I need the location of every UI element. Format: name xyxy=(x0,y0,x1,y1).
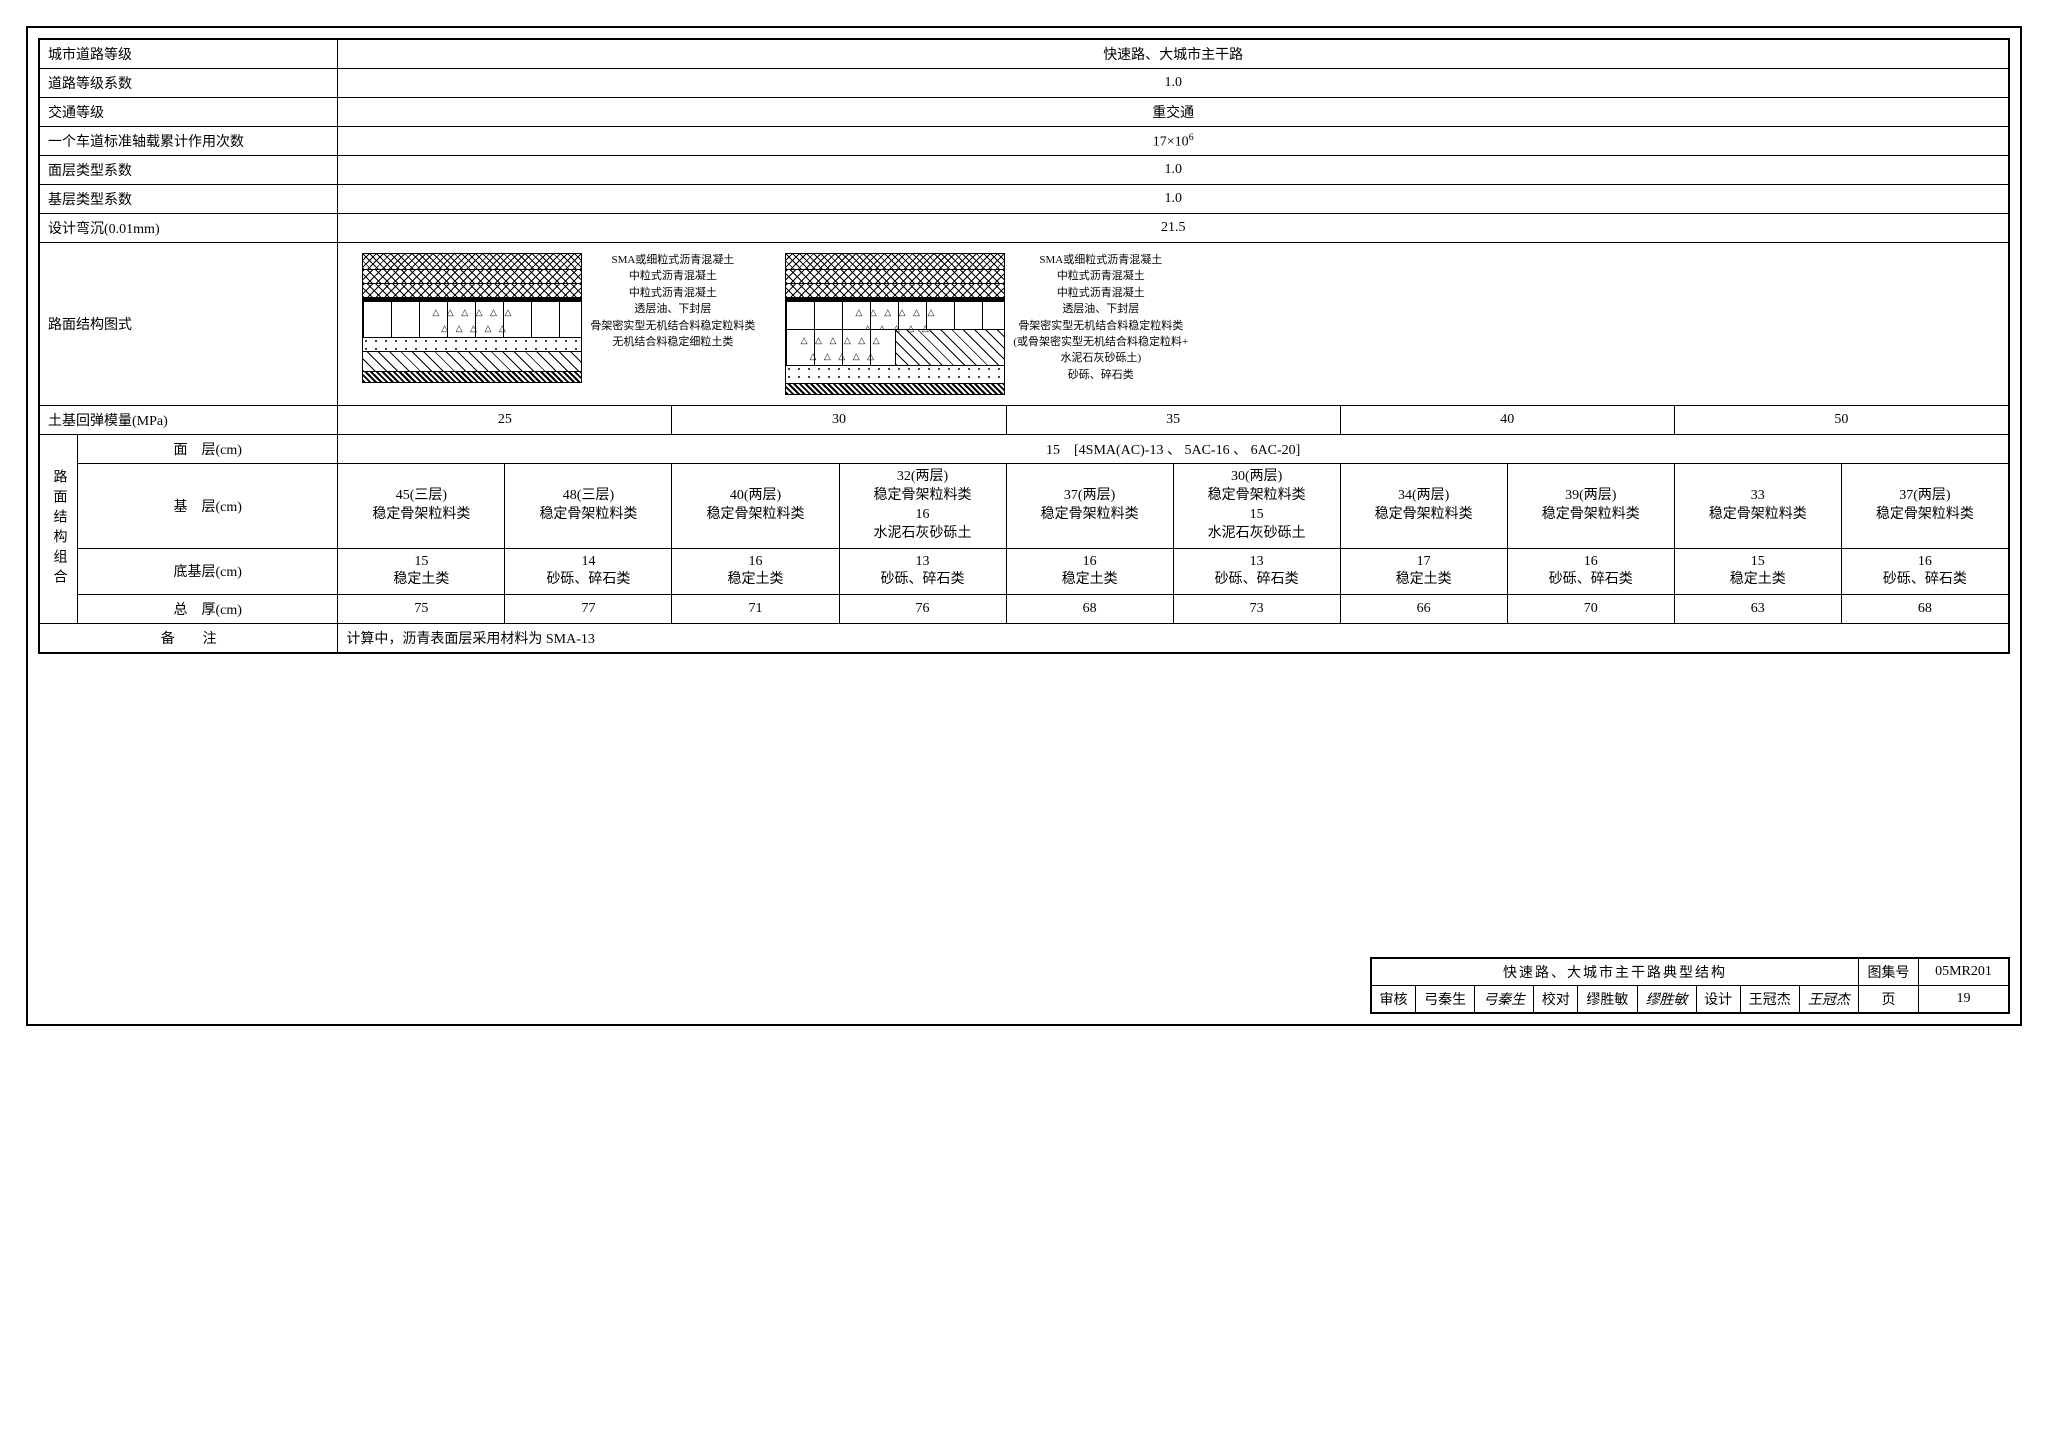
base-cell: 32(两层)稳定骨架粒料类16水泥石灰砂砾土 xyxy=(839,464,1006,549)
review-label: 审核 xyxy=(1372,986,1416,1013)
drawing-title: 快速路、大城市主干路典型结构 xyxy=(1372,959,1859,986)
design-label: 设计 xyxy=(1696,986,1740,1013)
diagram-cell: SMA或细粒式沥青混凝土中粒式沥青混凝土中粒式沥青混凝土透层油、下封层骨架密实型… xyxy=(338,243,2009,406)
base-cell: 48(三层)稳定骨架粒料类 xyxy=(505,464,672,549)
total-label: 总 厚(cm) xyxy=(78,595,338,624)
modulus-val: 30 xyxy=(672,406,1006,435)
total-cell: 68 xyxy=(1841,595,2008,624)
row-label: 道路等级系数 xyxy=(40,69,338,98)
design-sig: 王冠杰 xyxy=(1799,986,1858,1013)
subbase-cell: 15稳定土类 xyxy=(338,548,505,595)
row-label: 基层类型系数 xyxy=(40,185,338,214)
subbase-cell: 13砂砾、碎石类 xyxy=(1173,548,1340,595)
row-label: 城市道路等级 xyxy=(40,40,338,69)
remark-value: 计算中，沥青表面层采用材料为 SMA-13 xyxy=(338,624,2009,653)
modulus-val: 50 xyxy=(1674,406,2008,435)
structure-vlabel: 路面结构组合 xyxy=(40,435,78,624)
page-label: 页 xyxy=(1859,986,1919,1013)
total-cell: 75 xyxy=(338,595,505,624)
subbase-cell: 16稳定土类 xyxy=(672,548,839,595)
modulus-label: 土基回弹模量(MPa) xyxy=(40,406,338,435)
row-label: 交通等级 xyxy=(40,98,338,127)
total-cell: 63 xyxy=(1674,595,1841,624)
subbase-cell: 13砂砾、碎石类 xyxy=(839,548,1006,595)
total-cell: 73 xyxy=(1173,595,1340,624)
row-label: 一个车道标准轴载累计作用次数 xyxy=(40,127,338,156)
row-value: 21.5 xyxy=(338,214,2009,243)
atlas-no: 05MR201 xyxy=(1919,959,2009,986)
base-cell: 34(两层)稳定骨架粒料类 xyxy=(1340,464,1507,549)
base-cell: 39(两层)稳定骨架粒料类 xyxy=(1507,464,1674,549)
subbase-cell: 14砂砾、碎石类 xyxy=(505,548,672,595)
base-cell: 37(两层)稳定骨架粒料类 xyxy=(1841,464,2008,549)
diagram-row-label: 路面结构图式 xyxy=(40,243,338,406)
row-label: 设计弯沉(0.01mm) xyxy=(40,214,338,243)
row-value: 重交通 xyxy=(338,98,2009,127)
modulus-val: 35 xyxy=(1006,406,1340,435)
modulus-val: 25 xyxy=(338,406,672,435)
cross-section-1: SMA或细粒式沥青混凝土中粒式沥青混凝土中粒式沥青混凝土透层油、下封层骨架密实型… xyxy=(362,253,755,395)
base-cell: 40(两层)稳定骨架粒料类 xyxy=(672,464,839,549)
surface-label: 面 层(cm) xyxy=(78,435,338,464)
subbase-cell: 16砂砾、碎石类 xyxy=(1507,548,1674,595)
subbase-cell: 17稳定土类 xyxy=(1340,548,1507,595)
remark-label: 备 注 xyxy=(40,624,338,653)
total-cell: 70 xyxy=(1507,595,1674,624)
review-sig: 弓秦生 xyxy=(1475,986,1534,1013)
base-label: 基 层(cm) xyxy=(78,464,338,549)
row-label: 面层类型系数 xyxy=(40,156,338,185)
row-value: 17×106 xyxy=(338,127,2009,156)
page-no: 19 xyxy=(1919,986,2009,1013)
surface-value: 15 [4SMA(AC)-13 、 5AC-16 、 6AC-20] xyxy=(338,435,2009,464)
row-value: 1.0 xyxy=(338,69,2009,98)
drawing-sheet: 城市道路等级 快速路、大城市主干路 道路等级系数 1.0 交通等级 重交通 一个… xyxy=(26,26,2022,1026)
atlas-label: 图集号 xyxy=(1859,959,1919,986)
row-value: 快速路、大城市主干路 xyxy=(338,40,2009,69)
total-cell: 76 xyxy=(839,595,1006,624)
subbase-cell: 15稳定土类 xyxy=(1674,548,1841,595)
total-cell: 68 xyxy=(1006,595,1173,624)
row-value: 1.0 xyxy=(338,185,2009,214)
check-label: 校对 xyxy=(1534,986,1578,1013)
spec-table: 城市道路等级 快速路、大城市主干路 道路等级系数 1.0 交通等级 重交通 一个… xyxy=(39,39,2009,653)
total-cell: 71 xyxy=(672,595,839,624)
total-cell: 77 xyxy=(505,595,672,624)
base-cell: 33稳定骨架粒料类 xyxy=(1674,464,1841,549)
base-cell: 30(两层)稳定骨架粒料类15水泥石灰砂砾土 xyxy=(1173,464,1340,549)
main-table-wrapper: 城市道路等级 快速路、大城市主干路 道路等级系数 1.0 交通等级 重交通 一个… xyxy=(38,38,2010,654)
subbase-cell: 16砂砾、碎石类 xyxy=(1841,548,2008,595)
row-value: 1.0 xyxy=(338,156,2009,185)
check-sig: 缪胜敏 xyxy=(1637,986,1696,1013)
modulus-val: 40 xyxy=(1340,406,1674,435)
design-name: 王冠杰 xyxy=(1740,986,1799,1013)
base-cell: 45(三层)稳定骨架粒料类 xyxy=(338,464,505,549)
subbase-cell: 16稳定土类 xyxy=(1006,548,1173,595)
base-cell: 37(两层)稳定骨架粒料类 xyxy=(1006,464,1173,549)
cross-section-2: SMA或细粒式沥青混凝土中粒式沥青混凝土中粒式沥青混凝土透层油、下封层骨架密实型… xyxy=(785,253,1188,395)
subbase-label: 底基层(cm) xyxy=(78,548,338,595)
check-name: 缪胜敏 xyxy=(1578,986,1637,1013)
review-name: 弓秦生 xyxy=(1416,986,1475,1013)
total-cell: 66 xyxy=(1340,595,1507,624)
title-block: 快速路、大城市主干路典型结构 图集号 05MR201 审核 弓秦生 弓秦生 校对… xyxy=(1370,957,2010,1014)
